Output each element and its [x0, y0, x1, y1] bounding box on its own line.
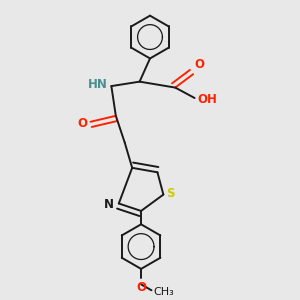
Text: N: N: [103, 199, 113, 212]
Text: O: O: [195, 58, 205, 71]
Text: O: O: [136, 281, 146, 294]
Text: CH₃: CH₃: [154, 287, 175, 297]
Text: HN: HN: [88, 78, 108, 91]
Text: O: O: [78, 117, 88, 130]
Text: S: S: [166, 187, 175, 200]
Text: OH: OH: [198, 93, 218, 106]
